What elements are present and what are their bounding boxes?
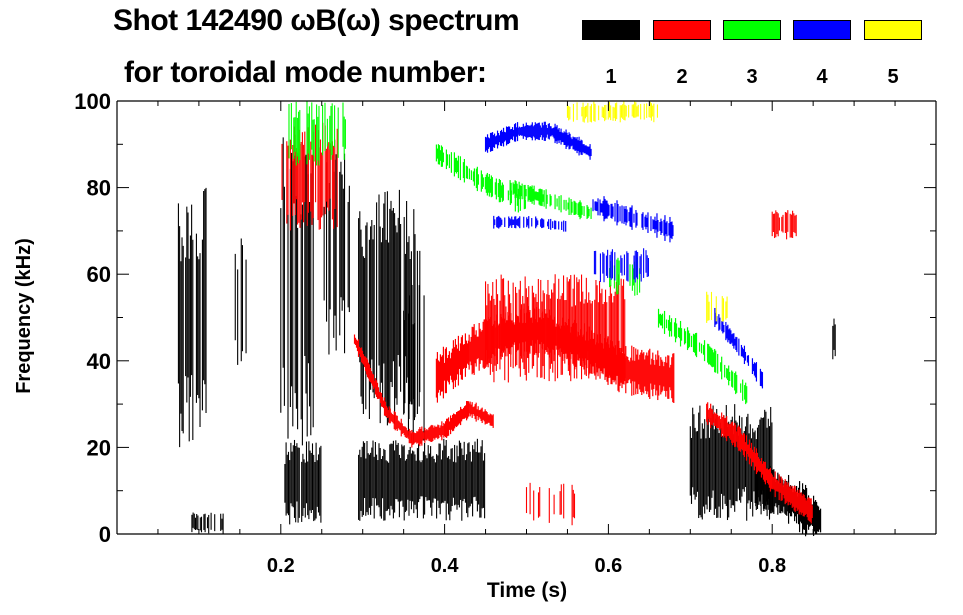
spectrogram-marks: [177, 101, 836, 537]
mode-5-feature: [706, 291, 728, 323]
legend-label-4: 4: [816, 66, 828, 88]
legend-swatch-3: [723, 20, 781, 40]
y-tick-label: 60: [87, 262, 111, 287]
y-axis-label: Frequency (kHz): [13, 238, 35, 394]
mode-4-feature: [592, 196, 674, 243]
legend-label-2: 2: [676, 66, 688, 88]
mode-1-feature: [403, 284, 425, 443]
mode-3-feature: [657, 308, 748, 405]
x-tick-label: 0.2: [267, 555, 295, 577]
mode-2-feature: [353, 334, 494, 448]
legend-label-1: 1: [605, 66, 617, 88]
mode-1-feature: [832, 318, 836, 360]
mode-2-feature: [771, 210, 797, 240]
mode-3-feature: [435, 144, 526, 213]
y-tick-label: 40: [87, 349, 111, 374]
mode-1-feature: [284, 439, 322, 525]
mode-2-feature: [706, 402, 813, 524]
mode-1-feature: [234, 238, 247, 365]
legend-label-3: 3: [746, 66, 758, 88]
mode-2-feature: [484, 274, 626, 383]
chart-title: Shot 142490 ωB(ω) spectrum: [113, 4, 520, 37]
x-tick-label: 0.6: [594, 555, 622, 577]
mode-2-feature: [525, 482, 576, 526]
mode-3-feature: [288, 101, 346, 166]
legend-swatch-4: [793, 20, 851, 40]
x-tick-label: 0.8: [758, 555, 786, 577]
mode-4-feature: [493, 215, 567, 232]
mode-1-feature: [358, 189, 421, 426]
y-tick-label: 20: [87, 435, 111, 460]
axes: 0.2 0.4 0.6 0.8 0 20 40 60 80 100: [74, 89, 937, 577]
mode-4-feature: [593, 248, 649, 283]
y-tick-label: 0: [99, 522, 111, 547]
chart-subtitle: for toroidal mode number:: [124, 56, 487, 89]
y-tick-label: 100: [74, 89, 111, 114]
legend-swatch-2: [653, 20, 711, 40]
x-tick-label: 0.4: [431, 555, 460, 577]
mode-4-feature: [714, 307, 764, 389]
legend-label-5: 5: [887, 66, 899, 88]
legend-swatch-1: [582, 20, 640, 40]
mode-4-feature: [484, 121, 592, 160]
mode-1-feature: [191, 512, 224, 534]
mode-3-feature: [509, 180, 592, 220]
mode-1-feature: [177, 187, 207, 448]
mode-1-feature: [358, 438, 486, 521]
x-axis-label: Time (s): [487, 579, 567, 602]
y-tick-label: 80: [87, 176, 111, 201]
mode-5-feature: [566, 101, 659, 123]
legend-swatch-5: [864, 20, 922, 40]
